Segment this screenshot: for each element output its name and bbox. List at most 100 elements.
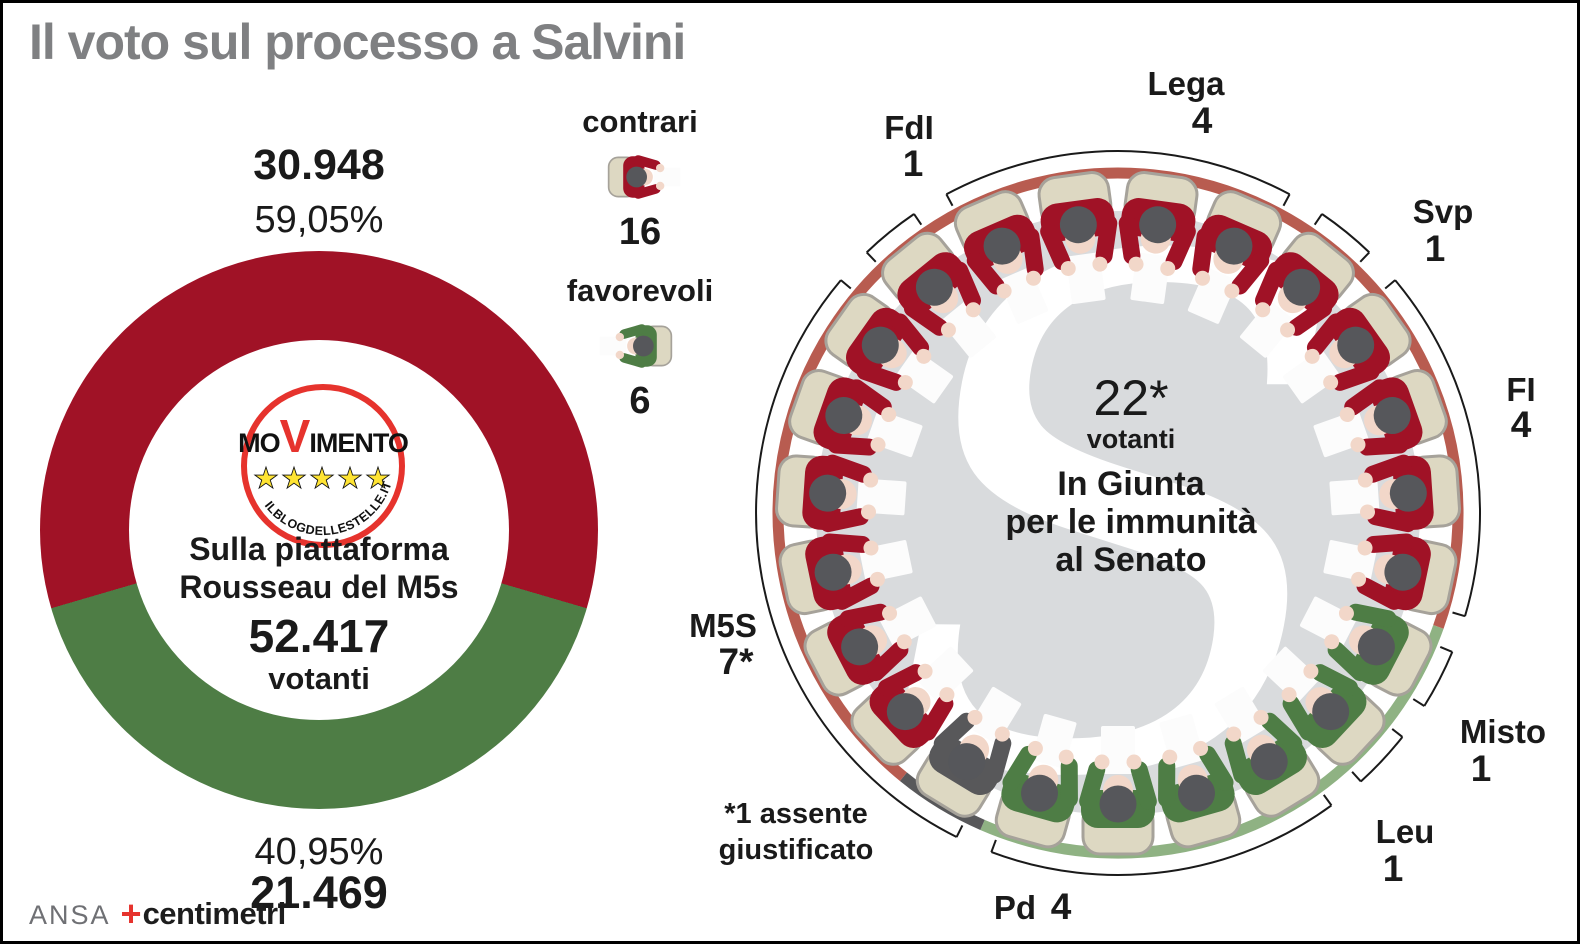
absent-note-line1: *1 assente [724,798,868,830]
bracket-tick [913,213,923,226]
m5s-logo-wordmark: MOVIMENTO [238,410,408,462]
party-bracket-Leu [1360,736,1404,783]
party-count-Leu: 1 [1383,848,1404,889]
donut-total-value: 52.417 [248,610,390,662]
bracket-tick [945,193,954,207]
absent-note-line2: giustificato [719,834,874,866]
seat-figure-absent [904,672,1044,828]
senate-s-watermark: S [878,116,1358,931]
donut-favorevoli-pct: 40,95% [254,831,384,873]
party-count-Pd: 4 [1051,886,1072,927]
party-count-Misto: 1 [1471,748,1492,789]
favorevoli-seat-icon [598,322,673,370]
m5s-logo: MOVIMENTO ★★★★★ ILBLOGDELLESTELLE.IT [238,384,409,549]
bracket-tick [840,279,852,290]
bracket-tick [1351,771,1362,783]
five-stars-icon: ★★★★★ [253,461,393,495]
bracket-tick [1384,279,1396,290]
donut-contrari-pct: 59,05% [254,199,384,241]
bracket-tick [1282,193,1291,207]
party-label-Pd: Pd [994,889,1036,926]
party-label-Misto: Misto [1460,713,1546,750]
bracket-tick [1313,213,1323,226]
bracket-tick [1439,646,1453,653]
seat-figure-contrari [1266,281,1422,426]
seat-figure-contrari [1163,182,1293,336]
party-label-Leu: Leu [1376,813,1435,850]
bracket-tick [866,251,877,263]
seat-figure-favorevoli [1286,573,1442,708]
legend-contrari-count: 16 [618,211,662,253]
legend-favorevoli-label: favorevoli [566,273,714,308]
seat-figure-contrari [814,281,970,426]
bracket-tick [1359,251,1370,263]
legend-contrari-label: contrari [582,104,698,139]
bracket-tick [1452,611,1466,618]
centimetri-plus-icon: + [120,893,142,934]
seat-figure-contrari [839,627,992,778]
footer-credit: ANSA +centimetri [29,893,286,935]
party-bracket-Lega [945,150,1291,196]
seat-figure-contrari [774,514,920,624]
party-count-FI: 4 [1511,404,1532,445]
seat-figure-favorevoli [1192,672,1332,828]
vote-arc-contrari [772,167,1464,781]
seat-figure-favorevoli [985,705,1102,854]
bracket-tick [1412,698,1425,707]
seat-figure-contrari [1105,168,1207,310]
party-label-Lega: Lega [1147,65,1225,102]
seat-figure-favorevoli [1244,627,1397,778]
m5s-logo-ring [241,384,405,548]
seatmap-title-line2: per le immunità [1005,503,1256,541]
seat-figure-contrari [1029,168,1131,310]
party-label-FI: FI [1506,371,1535,408]
party-count-FdI: 1 [903,143,924,184]
donut-favorevoli-value: 21.469 [250,867,388,918]
vote-legend: contrari 16 favorevoli 6 [540,104,740,422]
donut-total-label: votanti [268,661,370,696]
seat-figure-contrari [1219,221,1367,376]
ansa-logo: ANSA [29,900,111,930]
seat-figure-contrari [773,447,910,541]
legend-favorevoli-count: 6 [629,380,651,422]
party-bracket-Pd [991,804,1332,876]
party-bracket-M5S [755,279,958,838]
party-label-FdI: FdI [884,109,933,146]
party-label-Svp: Svp [1413,193,1474,230]
party-count-Lega: 4 [1192,100,1213,141]
page-title: Il voto sul processo a Salvini [29,14,686,70]
seat-figure-contrari [794,573,950,708]
donut-caption-line2: Rousseau del M5s [179,569,459,605]
contrari-seat-icon [607,153,682,201]
donut-contrari-value: 30.948 [253,141,385,189]
vote-arc-favorevoli [980,625,1444,859]
bracket-tick [955,824,964,838]
donut-caption-line1: Sulla piattaforma [189,531,449,567]
vote-arc-absent [899,772,985,830]
seat-figure-contrari [1303,358,1455,482]
party-count-Svp: 1 [1425,228,1446,269]
bracket-tick [990,839,997,853]
seatmap-title-line3: al Senato [1055,541,1206,579]
seat-figure-favorevoli [1075,724,1161,856]
centimetri-logo: centimetri [142,896,287,931]
seat-figure-favorevoli [1134,705,1251,854]
seatmap-votanti-value: 22* [1093,370,1168,426]
party-bracket-Misto [1423,651,1454,707]
party-bracket-FdI [866,213,915,254]
bracket-tick [1391,728,1404,738]
seatmap-votanti-label: votanti [1087,424,1176,454]
party-label-M5S: M5S [689,607,757,644]
hemicycle-circle [816,211,1420,815]
party-count-M5S: 7* [719,641,755,682]
seatmap-title-line1: In Giunta [1057,465,1205,503]
seat-figure-contrari [1326,447,1463,541]
seat-figure-contrari [869,221,1017,376]
seat-figure-contrari [1316,514,1462,624]
bracket-tick [1322,794,1333,806]
seat-figure-contrari [781,358,933,482]
party-bracket-Svp [1321,213,1370,254]
party-bracket-FI [1394,279,1481,617]
seat-figure-contrari [943,182,1073,336]
